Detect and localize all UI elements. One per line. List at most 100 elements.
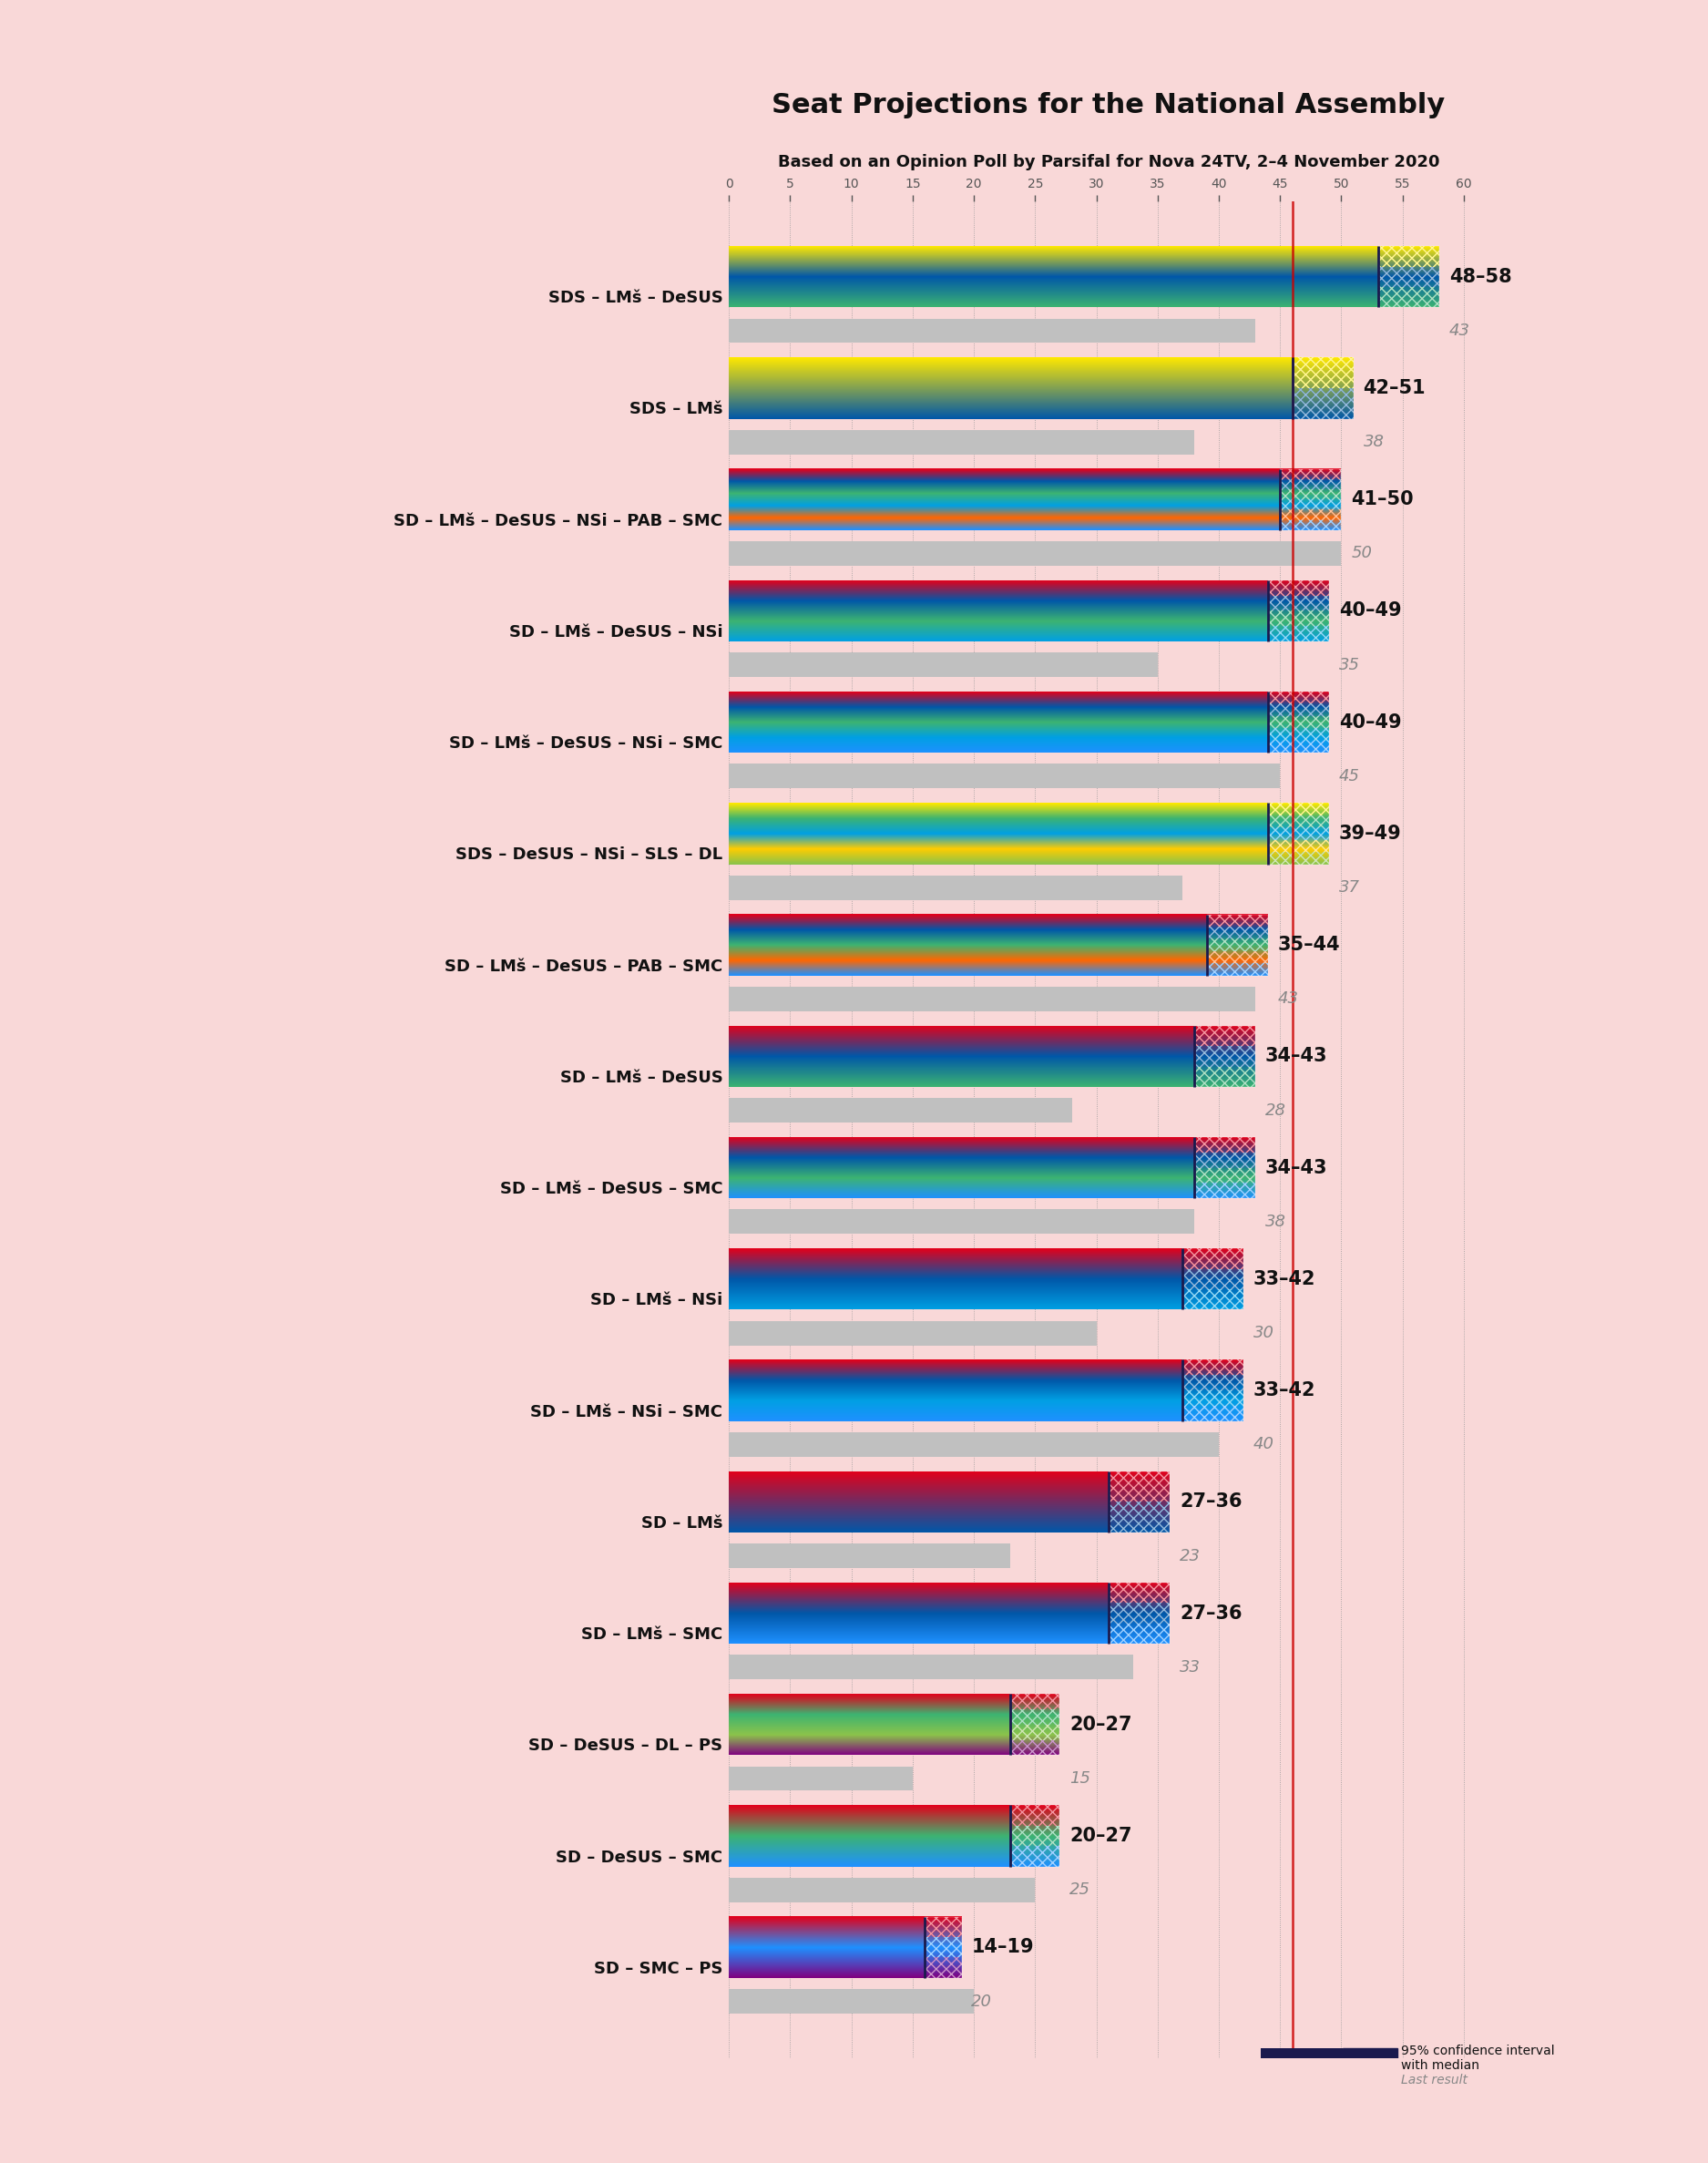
Bar: [1267, 610, 1329, 625]
Text: 35: 35: [1339, 658, 1360, 673]
Text: 20–27: 20–27: [1069, 1715, 1132, 1733]
Text: 43: 43: [1448, 322, 1471, 340]
Text: 40: 40: [1254, 1436, 1274, 1454]
Bar: [1267, 839, 1329, 852]
Text: SD – LMš – DeSUS – NSi – PAB – SMC: SD – LMš – DeSUS – NSi – PAB – SMC: [395, 513, 722, 530]
Bar: [1011, 1806, 1059, 1867]
Bar: [729, 1099, 1073, 1123]
Bar: [1279, 519, 1341, 530]
Bar: [1378, 288, 1440, 307]
Bar: [1182, 1376, 1243, 1391]
Text: 34–43: 34–43: [1266, 1047, 1327, 1066]
Bar: [1011, 1826, 1059, 1845]
Bar: [1267, 692, 1329, 703]
Text: 38: 38: [1363, 435, 1383, 450]
Bar: [1011, 1845, 1059, 1867]
Bar: [729, 430, 1194, 454]
Bar: [1011, 1694, 1059, 1754]
Bar: [1279, 489, 1341, 500]
Text: Last result: Last result: [1401, 2074, 1467, 2087]
Text: 35–44: 35–44: [1278, 937, 1341, 954]
Bar: [1261, 2076, 1397, 2089]
Text: 34–43: 34–43: [1266, 1159, 1327, 1177]
Bar: [1194, 1138, 1255, 1153]
Bar: [1342, 2048, 1397, 2068]
Text: SD – LMš – DeSUS – NSi: SD – LMš – DeSUS – NSi: [509, 625, 722, 640]
Bar: [1194, 1025, 1255, 1047]
Bar: [1011, 1724, 1059, 1739]
Bar: [1182, 1361, 1243, 1376]
Text: 39–49: 39–49: [1339, 824, 1402, 844]
Bar: [1293, 387, 1353, 420]
Text: 33–42: 33–42: [1254, 1382, 1315, 1399]
Bar: [1182, 1248, 1243, 1270]
Text: 25: 25: [1069, 1882, 1090, 1899]
Text: 42–51: 42–51: [1363, 379, 1426, 398]
Bar: [1206, 926, 1267, 939]
Bar: [1206, 952, 1267, 963]
Bar: [729, 986, 1255, 1012]
Bar: [1267, 716, 1329, 729]
Bar: [926, 1938, 962, 1958]
Bar: [729, 318, 1255, 344]
Bar: [1267, 815, 1329, 828]
Bar: [1206, 915, 1267, 926]
Bar: [1182, 1406, 1243, 1421]
Bar: [1267, 802, 1329, 865]
Text: SD – DeSUS – SMC: SD – DeSUS – SMC: [557, 1849, 722, 1865]
Text: SD – LMš – NSi: SD – LMš – NSi: [591, 1291, 722, 1309]
Bar: [729, 1544, 1011, 1568]
Bar: [1261, 2048, 1342, 2068]
Text: 14–19: 14–19: [972, 1938, 1033, 1955]
Bar: [1182, 1289, 1243, 1309]
Bar: [1267, 625, 1329, 642]
Text: Seat Projections for the National Assembly: Seat Projections for the National Assemb…: [772, 91, 1445, 119]
Text: 20–27: 20–27: [1069, 1828, 1132, 1845]
Bar: [1378, 247, 1440, 266]
Bar: [1194, 1168, 1255, 1183]
Text: SD – LMš – DeSUS – PAB – SMC: SD – LMš – DeSUS – PAB – SMC: [444, 958, 722, 976]
Text: SD – LMš – DeSUS: SD – LMš – DeSUS: [560, 1069, 722, 1086]
Bar: [1293, 357, 1353, 420]
Text: 45: 45: [1339, 768, 1360, 785]
Bar: [1194, 1183, 1255, 1198]
Bar: [729, 1322, 1097, 1345]
Text: SDS – LMš – DeSUS: SDS – LMš – DeSUS: [548, 290, 722, 307]
Text: 40–49: 40–49: [1339, 601, 1401, 621]
Bar: [729, 541, 1341, 567]
Bar: [1279, 500, 1341, 510]
Text: 23: 23: [1180, 1547, 1201, 1564]
Bar: [1293, 357, 1353, 387]
Bar: [1011, 1739, 1059, 1754]
Text: 95% confidence interval
with median: 95% confidence interval with median: [1401, 2044, 1554, 2072]
Bar: [729, 764, 1279, 789]
Bar: [1108, 1471, 1170, 1531]
Bar: [729, 1767, 912, 1791]
Bar: [1194, 1138, 1255, 1198]
Bar: [926, 1916, 962, 1977]
Bar: [1011, 1709, 1059, 1724]
Bar: [1378, 266, 1440, 288]
Text: SDS – LMš: SDS – LMš: [630, 402, 722, 417]
Bar: [1378, 247, 1440, 307]
Bar: [1279, 510, 1341, 519]
Text: SD – LMš: SD – LMš: [640, 1514, 722, 1531]
Bar: [1108, 1583, 1170, 1644]
Bar: [729, 876, 1182, 900]
Text: 20: 20: [972, 1992, 992, 2009]
Text: 27–36: 27–36: [1180, 1605, 1242, 1622]
Bar: [729, 1209, 1194, 1233]
Bar: [1182, 1270, 1243, 1289]
Bar: [1279, 469, 1341, 478]
Bar: [1279, 478, 1341, 489]
Text: 30: 30: [1254, 1326, 1274, 1341]
Text: 27–36: 27–36: [1180, 1492, 1242, 1512]
Bar: [729, 1877, 1035, 1901]
Bar: [1267, 852, 1329, 865]
Text: 48–58: 48–58: [1448, 268, 1512, 286]
Bar: [1194, 1066, 1255, 1088]
Bar: [1194, 1153, 1255, 1168]
Text: 37: 37: [1339, 880, 1360, 895]
Bar: [1108, 1603, 1170, 1624]
Bar: [1206, 915, 1267, 976]
